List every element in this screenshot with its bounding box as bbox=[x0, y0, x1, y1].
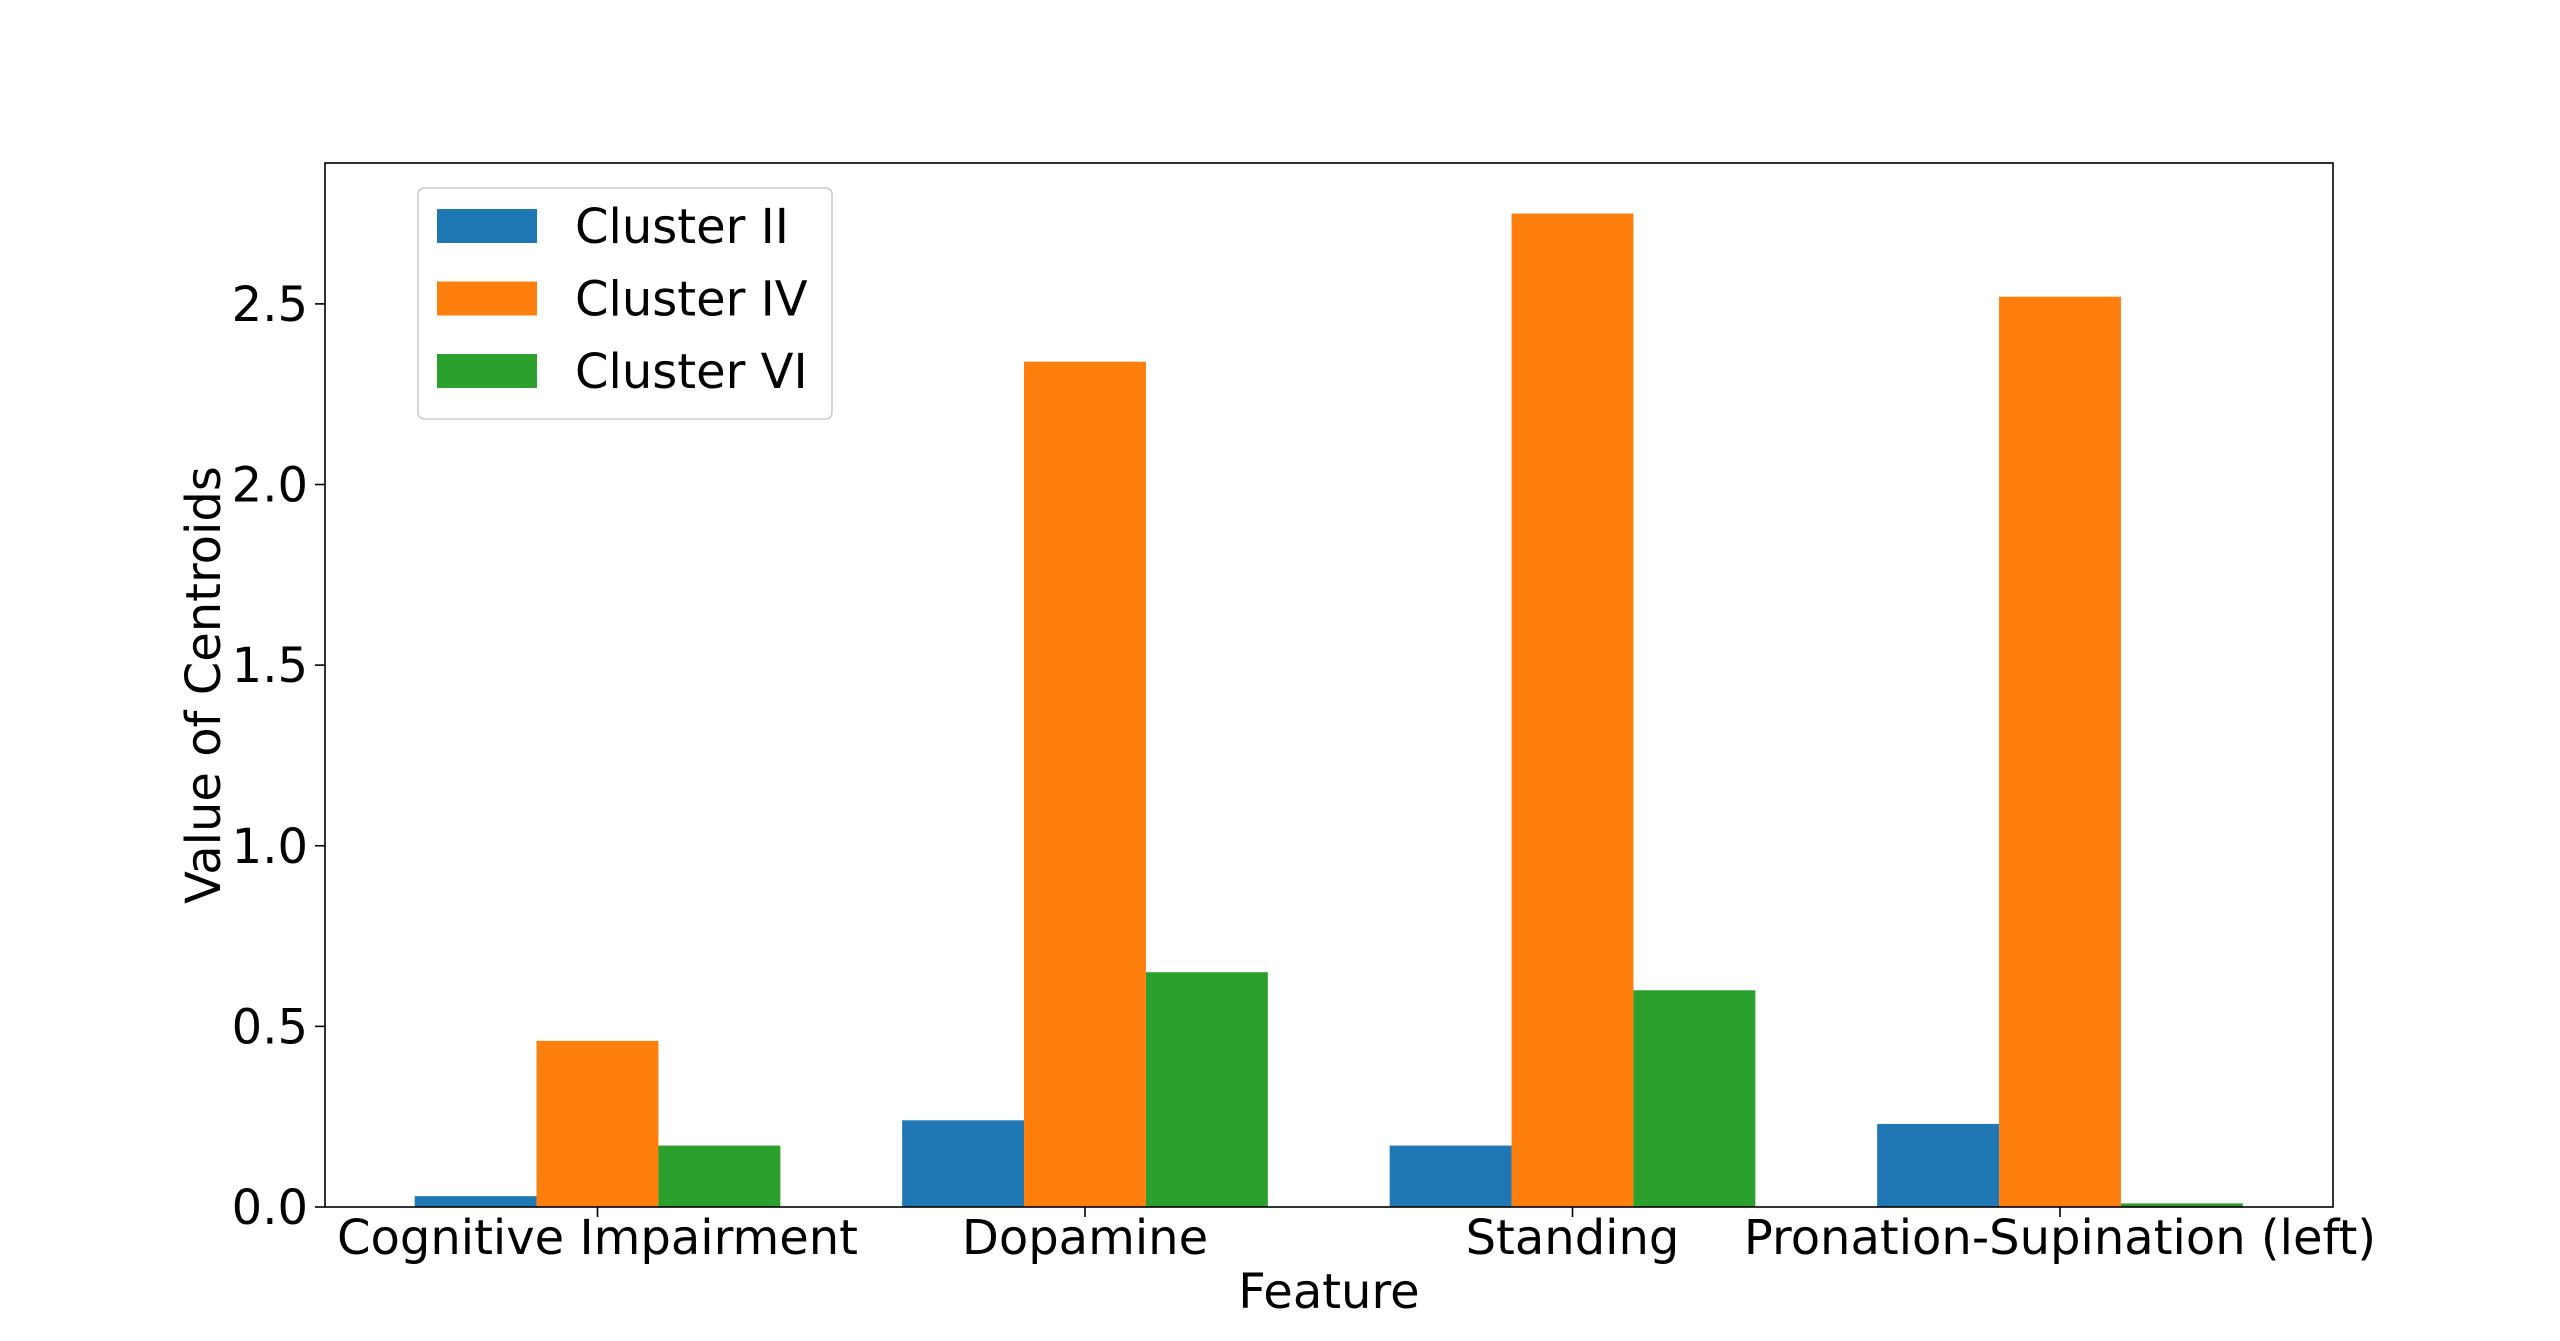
bar-cluster-ii-1 bbox=[414, 1196, 537, 1207]
x-tick-label: Pronation-Supination (left) bbox=[1744, 1210, 2376, 1266]
bar-cluster-vi-4 bbox=[2120, 1203, 2243, 1207]
y-tick-label: 1.0 bbox=[232, 819, 308, 875]
y-tick-label: 0.5 bbox=[232, 999, 308, 1055]
bar-cluster-iv-2 bbox=[1024, 361, 1146, 1207]
bar-cluster-vi-1 bbox=[658, 1145, 781, 1207]
legend-swatch-3 bbox=[437, 354, 537, 388]
x-tick-label: Standing bbox=[1466, 1210, 1680, 1266]
legend-label-3: Cluster VI bbox=[575, 344, 808, 400]
legend: Cluster II Cluster IV Cluster VI bbox=[417, 187, 833, 420]
y-tick-label: 0.0 bbox=[232, 1180, 308, 1236]
legend-swatch-1 bbox=[437, 209, 537, 243]
x-axis-title: Feature bbox=[1238, 1264, 1419, 1320]
bar-cluster-ii-2 bbox=[902, 1120, 1025, 1207]
y-tick-label: 2.5 bbox=[232, 277, 308, 333]
bar-cluster-vi-3 bbox=[1633, 990, 1756, 1207]
y-axis-title: Value of Centroids bbox=[176, 466, 232, 904]
bars-group bbox=[414, 213, 2243, 1207]
x-axis: Cognitive Impairment Dopamine Standing Pron… bbox=[337, 1207, 2376, 1266]
x-tick-label: Dopamine bbox=[962, 1210, 1208, 1266]
legend-label-1: Cluster II bbox=[575, 199, 789, 255]
bar-cluster-iv-4 bbox=[1999, 296, 2121, 1207]
y-tick-label: 2.0 bbox=[232, 458, 308, 514]
y-tick-label: 1.5 bbox=[232, 638, 308, 694]
bar-cluster-ii-3 bbox=[1389, 1145, 1512, 1207]
bar-cluster-ii-4 bbox=[1877, 1123, 2000, 1207]
legend-swatch-2 bbox=[437, 281, 537, 316]
bar-cluster-iv-1 bbox=[536, 1040, 659, 1207]
bar-cluster-iv-3 bbox=[1511, 213, 1634, 1207]
plot-frame bbox=[324, 162, 2334, 1208]
x-tick-label: Cognitive Impairment bbox=[337, 1210, 858, 1266]
legend-label-2: Cluster IV bbox=[575, 272, 808, 328]
bar-cluster-vi-2 bbox=[1145, 972, 1268, 1207]
y-axis: 0.0 0.5 1.0 1.5 2.0 2.5 bbox=[232, 277, 325, 1236]
